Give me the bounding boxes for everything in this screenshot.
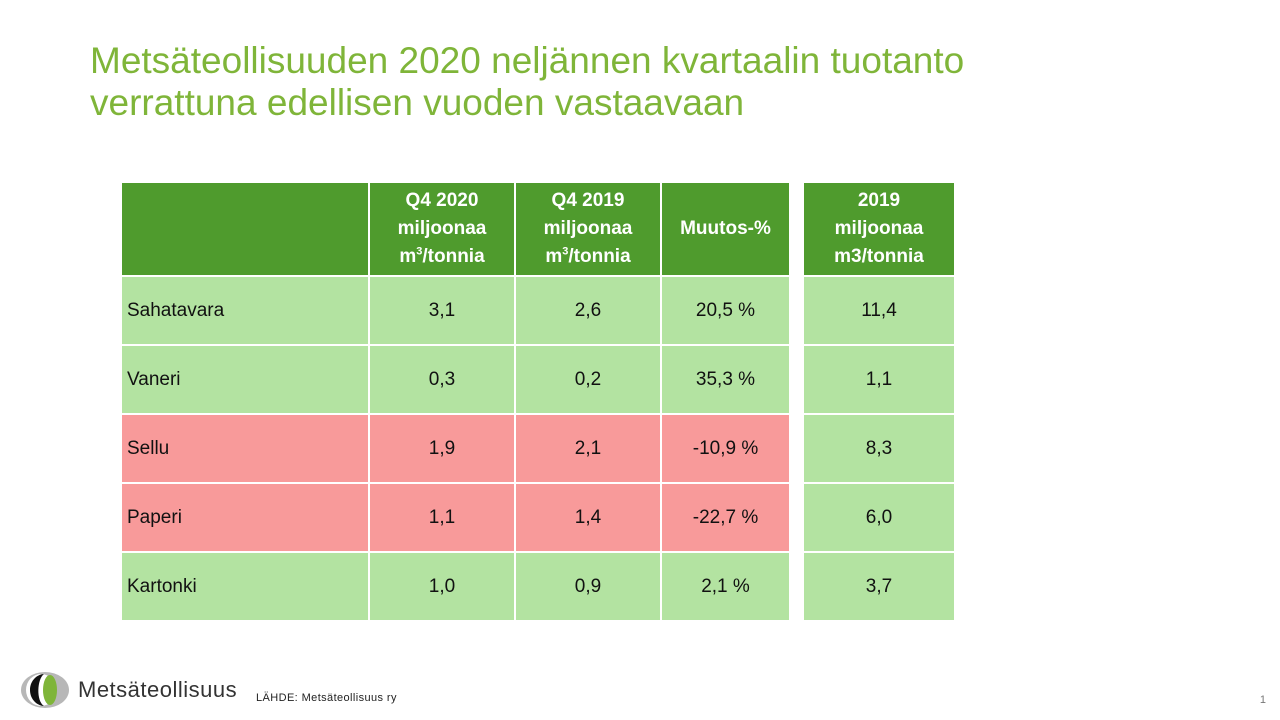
unit-m: m xyxy=(545,246,563,267)
unit-m: m xyxy=(399,246,417,267)
annual-2019-table: 2019 miljoonaa m3/tonnia 11,4 1,1 8,3 6,… xyxy=(802,181,956,622)
cell-change: 20,5 % xyxy=(662,277,789,344)
cell-change: -22,7 % xyxy=(662,484,789,551)
source-note: LÄHDE: Metsäteollisuus ry xyxy=(256,692,397,704)
cell-q4-2020: 1,1 xyxy=(370,484,514,551)
header-q4-2019-line2: miljoonaa xyxy=(543,218,633,239)
logo-text: Metsäteollisuus xyxy=(78,677,238,702)
source-label: LÄHDE: xyxy=(256,692,299,704)
row-label: Vaneri xyxy=(122,346,368,413)
cell-q4-2020: 1,9 xyxy=(370,415,514,482)
page-number: 1 xyxy=(1259,694,1266,706)
header-2019: 2019 miljoonaa m3/tonnia xyxy=(804,183,954,275)
unit-tail: /tonnia xyxy=(422,246,485,267)
header-q4-2019-line1: Q4 2019 xyxy=(551,190,625,211)
cell-q4-2019: 2,1 xyxy=(516,415,660,482)
header-q4-2020-unit: m3/tonnia xyxy=(370,243,514,271)
title-line-2: verrattuna edellisen vuoden vastaavaan xyxy=(90,82,745,123)
source-value: Metsäteollisuus ry xyxy=(301,692,397,704)
table-row-sellu: Sellu 1,9 2,1 -10,9 % xyxy=(122,415,789,482)
table-row-vaneri: Vaneri 0,3 0,2 35,3 % xyxy=(122,346,789,413)
page-title: Metsäteollisuuden 2020 neljännen kvartaa… xyxy=(90,40,1190,124)
cell-2019: 8,3 xyxy=(804,415,954,482)
cell-q4-2019: 2,6 xyxy=(516,277,660,344)
header-q4-2019: Q4 2019 miljoonaa m3/tonnia xyxy=(516,183,660,275)
header-2019-line3: m3/tonnia xyxy=(834,246,924,267)
header-q4-2020-line1: Q4 2020 xyxy=(405,190,479,211)
header-change: Muutos-% xyxy=(662,183,789,275)
table-row-paperi: Paperi 1,1 1,4 -22,7 % xyxy=(122,484,789,551)
row-label: Kartonki xyxy=(122,553,368,620)
row-label: Paperi xyxy=(122,484,368,551)
row-label: Sellu xyxy=(122,415,368,482)
header-q4-2020-line2: miljoonaa xyxy=(397,218,487,239)
header-empty xyxy=(122,183,368,275)
cell-q4-2019: 1,4 xyxy=(516,484,660,551)
cell-q4-2020: 3,1 xyxy=(370,277,514,344)
cell-change: 2,1 % xyxy=(662,553,789,620)
row-label: Sahatavara xyxy=(122,277,368,344)
cell-change: -10,9 % xyxy=(662,415,789,482)
header-2019-line2: miljoonaa xyxy=(834,218,924,239)
cell-2019: 1,1 xyxy=(804,346,954,413)
title-line-1: Metsäteollisuuden 2020 neljännen kvartaa… xyxy=(90,40,965,81)
side-row: 3,7 xyxy=(804,553,954,620)
cell-2019: 6,0 xyxy=(804,484,954,551)
header-row: Q4 2020 miljoonaa m3/tonnia Q4 2019 milj… xyxy=(122,183,789,275)
unit-tail: /tonnia xyxy=(568,246,631,267)
unit-sup: 3 xyxy=(562,245,569,258)
logo-icon xyxy=(21,672,69,708)
side-row: 8,3 xyxy=(804,415,954,482)
unit-sup: 3 xyxy=(416,245,423,258)
table-row-kartonki: Kartonki 1,0 0,9 2,1 % xyxy=(122,553,789,620)
production-table: Q4 2020 miljoonaa m3/tonnia Q4 2019 milj… xyxy=(120,181,791,622)
cell-2019: 11,4 xyxy=(804,277,954,344)
cell-q4-2020: 1,0 xyxy=(370,553,514,620)
table-row-sahatavara: Sahatavara 3,1 2,6 20,5 % xyxy=(122,277,789,344)
header-q4-2019-unit: m3/tonnia xyxy=(516,243,660,271)
cell-change: 35,3 % xyxy=(662,346,789,413)
cell-q4-2020: 0,3 xyxy=(370,346,514,413)
side-row: 11,4 xyxy=(804,277,954,344)
header-2019-line1: 2019 xyxy=(857,190,901,211)
cell-2019: 3,7 xyxy=(804,553,954,620)
cell-q4-2019: 0,9 xyxy=(516,553,660,620)
company-logo: Metsäteollisuus xyxy=(20,671,237,709)
side-header-row: 2019 miljoonaa m3/tonnia xyxy=(804,183,954,275)
side-row: 1,1 xyxy=(804,346,954,413)
cell-q4-2019: 0,2 xyxy=(516,346,660,413)
side-row: 6,0 xyxy=(804,484,954,551)
header-q4-2020: Q4 2020 miljoonaa m3/tonnia xyxy=(370,183,514,275)
